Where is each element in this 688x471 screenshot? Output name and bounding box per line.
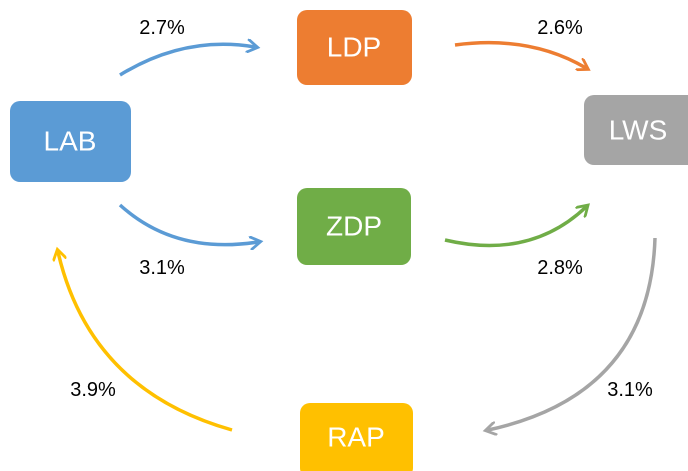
node-box (300, 403, 413, 471)
edge-arrow (119, 44, 255, 77)
edge-arrow (118, 203, 258, 245)
node-box (297, 188, 411, 265)
node-label: ZDP (326, 211, 382, 242)
edge-label: 2.7% (139, 17, 185, 39)
edge-arrow (488, 237, 657, 430)
node-label: LAB (44, 126, 97, 157)
edge-arrow (444, 207, 586, 248)
node-label: LWS (609, 115, 668, 146)
edge-label: 3.1% (139, 257, 185, 279)
node-box (584, 95, 688, 165)
node-label: LDP (327, 32, 381, 63)
node-box (10, 101, 131, 182)
edge-label: 3.9% (70, 379, 116, 401)
node-box (297, 10, 412, 85)
edge-label: 3.1% (607, 379, 653, 401)
node-label: RAP (327, 422, 385, 453)
edge-label: 2.8% (537, 257, 583, 279)
edge-arrow (58, 252, 233, 432)
edge-label: 2.6% (537, 17, 583, 39)
edge-arrow (454, 40, 586, 68)
